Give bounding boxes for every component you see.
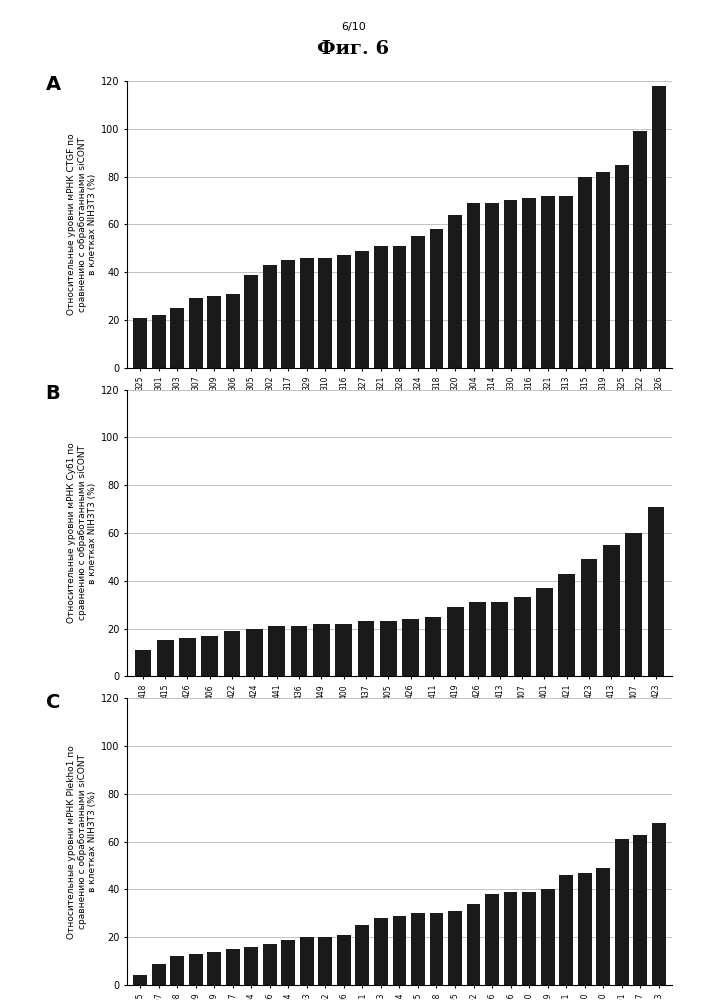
Bar — [291, 626, 308, 676]
Bar — [633, 131, 647, 368]
Y-axis label: Относительные уровни мРНК Plekho1 по
сравнению с обработанными siCONT
в клетках : Относительные уровни мРНК Plekho1 по сра… — [67, 745, 97, 939]
Bar — [374, 918, 388, 985]
Bar — [469, 602, 486, 676]
Bar — [134, 975, 147, 985]
Bar — [152, 964, 165, 985]
Bar — [313, 624, 329, 676]
Bar — [207, 296, 221, 368]
Bar — [281, 940, 296, 985]
Bar — [448, 215, 462, 368]
Bar — [300, 258, 314, 368]
Bar — [380, 621, 397, 676]
Bar — [402, 619, 419, 676]
Y-axis label: Относительные уровни мРНК Суб1 по
сравнению с обработанными siCONT
в клетках NIH: Относительные уровни мРНК Суб1 по сравне… — [67, 443, 97, 623]
Bar — [337, 935, 351, 985]
Bar — [614, 839, 629, 985]
Bar — [392, 246, 407, 368]
Bar — [485, 203, 499, 368]
Bar — [356, 251, 369, 368]
Bar — [263, 944, 276, 985]
Bar — [226, 294, 240, 368]
Text: Фиг. 6: Фиг. 6 — [317, 40, 390, 58]
Bar — [559, 196, 573, 368]
Bar — [430, 913, 443, 985]
Bar — [603, 545, 620, 676]
Bar — [245, 274, 258, 368]
Bar — [503, 892, 518, 985]
Bar — [559, 875, 573, 985]
Text: A: A — [45, 75, 61, 94]
Bar — [189, 954, 203, 985]
Bar — [596, 868, 610, 985]
Bar — [578, 177, 592, 368]
Bar — [207, 952, 221, 985]
Bar — [134, 650, 151, 676]
Bar — [541, 196, 554, 368]
Bar — [491, 602, 508, 676]
Bar — [541, 889, 554, 985]
Bar — [201, 636, 218, 676]
Bar — [318, 258, 332, 368]
Bar — [170, 308, 185, 368]
Bar — [358, 621, 374, 676]
Y-axis label: Относительные уровни мРНК CTGF по
сравнению с обработанными siCONT
в клетках NIH: Относительные уровни мРНК CTGF по сравне… — [67, 134, 97, 315]
Bar — [335, 624, 352, 676]
Bar — [448, 911, 462, 985]
Bar — [522, 198, 536, 368]
Bar — [356, 925, 369, 985]
Bar — [263, 265, 276, 368]
Bar — [580, 559, 597, 676]
Bar — [281, 260, 296, 368]
Bar — [157, 641, 173, 676]
Bar — [246, 629, 263, 676]
Bar — [223, 631, 240, 676]
Bar — [430, 229, 443, 368]
Bar — [425, 617, 441, 676]
Bar — [300, 937, 314, 985]
Bar — [626, 533, 642, 676]
Bar — [522, 892, 536, 985]
Bar — [392, 916, 407, 985]
Bar — [648, 507, 665, 676]
Bar — [614, 165, 629, 368]
Bar — [536, 588, 553, 676]
Bar — [485, 894, 499, 985]
X-axis label: миРНК SEQ ID NO:: миРНК SEQ ID NO: — [334, 395, 464, 408]
Text: B: B — [45, 384, 60, 403]
Bar — [337, 255, 351, 368]
Bar — [374, 246, 388, 368]
Text: 6/10: 6/10 — [341, 22, 366, 32]
X-axis label: миРНК SEQ ID NO:: миРНК SEQ ID NO: — [334, 704, 464, 717]
Bar — [134, 318, 147, 368]
Bar — [559, 574, 575, 676]
Bar — [652, 86, 665, 368]
Bar — [411, 913, 425, 985]
Bar — [152, 315, 165, 368]
Bar — [189, 298, 203, 368]
Bar — [245, 947, 258, 985]
Bar — [633, 834, 647, 985]
Bar — [652, 823, 665, 985]
Bar — [596, 172, 610, 368]
Text: C: C — [45, 693, 60, 712]
Bar — [226, 949, 240, 985]
Bar — [503, 200, 518, 368]
Bar — [411, 236, 425, 368]
Bar — [318, 937, 332, 985]
Bar — [447, 607, 464, 676]
Bar — [467, 904, 481, 985]
Bar — [467, 203, 481, 368]
Bar — [179, 638, 196, 676]
Bar — [170, 956, 185, 985]
Bar — [269, 626, 285, 676]
Bar — [514, 597, 530, 676]
Bar — [578, 873, 592, 985]
